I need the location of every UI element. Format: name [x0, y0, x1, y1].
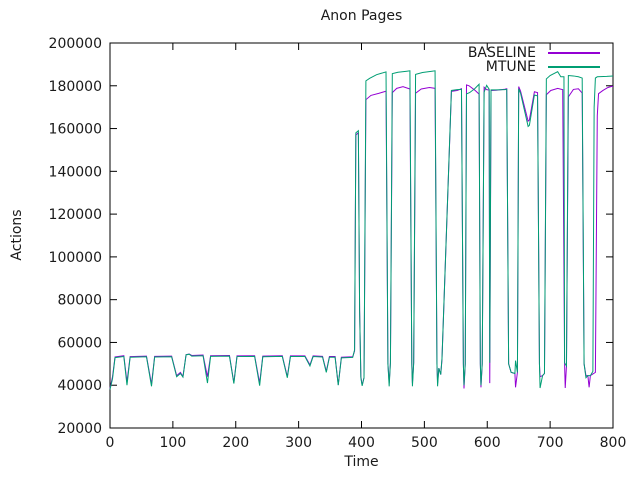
- legend-label-mtune: MTUNE: [485, 59, 536, 75]
- plot-border: [109, 42, 614, 429]
- y-tick-label: 20000: [57, 421, 102, 437]
- legend-row-baseline: BASELINE: [340, 46, 600, 60]
- series-line-mtune: [109, 70, 614, 390]
- y-axis-title: Actions: [9, 209, 25, 261]
- x-tick-label: 600: [474, 435, 501, 451]
- y-tick-label: 80000: [57, 293, 102, 309]
- x-tick-label: 700: [537, 435, 564, 451]
- x-tick-label: 500: [411, 435, 438, 451]
- series-line-baseline: [109, 84, 614, 389]
- y-tick-label: 160000: [49, 122, 102, 138]
- y-tick-label: 120000: [49, 207, 102, 223]
- y-tick-label: 200000: [49, 36, 102, 52]
- x-tick-label: 400: [348, 435, 375, 451]
- legend-row-mtune: MTUNE: [340, 60, 600, 74]
- y-tick-label: 100000: [49, 250, 102, 266]
- y-tick-label: 140000: [49, 164, 102, 180]
- x-tick-label: 200: [222, 435, 249, 451]
- legend-label-baseline: BASELINE: [467, 45, 536, 61]
- chart-title: Anon Pages: [320, 8, 403, 24]
- legend-line-sample: [548, 52, 600, 54]
- legend-line-sample: [548, 66, 600, 68]
- y-tick-label: 180000: [49, 79, 102, 95]
- y-tick-label: 60000: [57, 335, 102, 351]
- x-axis-title: Time: [344, 454, 379, 470]
- x-tick-label: 300: [285, 435, 312, 451]
- x-tick-label: 0: [106, 435, 115, 451]
- x-tick-label: 800: [600, 435, 627, 451]
- y-tick-label: 40000: [57, 378, 102, 394]
- x-tick-label: 100: [160, 435, 187, 451]
